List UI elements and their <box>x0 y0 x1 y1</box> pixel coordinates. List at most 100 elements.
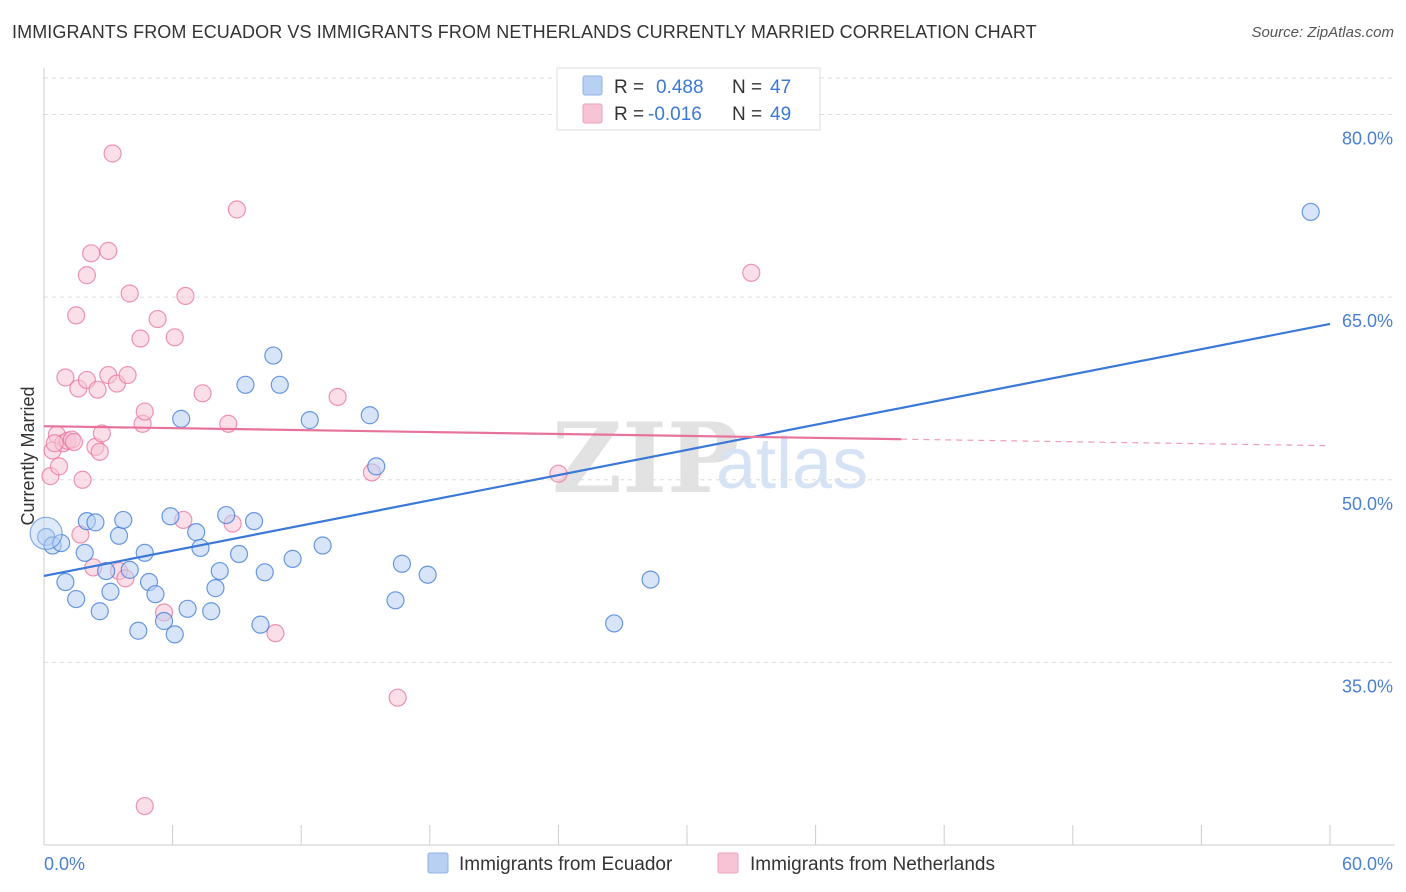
point-ecuador <box>313 536 332 555</box>
stats-legend-r-ecuador: 0.488 <box>656 77 704 98</box>
point-ecuador <box>244 512 264 531</box>
point-netherlands <box>135 402 154 421</box>
point-ecuador-large <box>29 516 63 550</box>
point-netherlands <box>742 263 761 282</box>
point-ecuador <box>154 611 174 631</box>
point-ecuador <box>135 543 154 562</box>
point-netherlands <box>165 328 184 347</box>
point-netherlands <box>328 387 347 407</box>
point-ecuador <box>172 409 191 428</box>
point-ecuador <box>1301 202 1320 222</box>
point-ecuador <box>56 572 75 592</box>
point-ecuador <box>146 585 165 604</box>
point-netherlands <box>176 286 195 306</box>
stats-legend-n-ecuador: 47 <box>770 77 791 98</box>
point-ecuador <box>270 375 289 394</box>
point-ecuador <box>202 602 221 621</box>
stats-legend-r-label-ecuador: R = <box>614 77 644 98</box>
point-ecuador <box>86 513 105 532</box>
stats-legend-r-label-netherlands: R = <box>614 104 644 125</box>
point-ecuador <box>229 544 249 564</box>
point-netherlands <box>227 200 246 219</box>
point-ecuador <box>178 599 197 618</box>
point-netherlands <box>388 688 407 707</box>
point-ecuador <box>187 523 206 542</box>
point-ecuador <box>161 507 180 526</box>
point-netherlands <box>88 380 107 399</box>
point-ecuador <box>255 563 274 582</box>
x-tick-label-max: 60.0% <box>1342 854 1393 874</box>
point-ecuador <box>165 625 184 644</box>
point-netherlands <box>45 434 64 453</box>
point-ecuador <box>120 560 139 579</box>
x-tick-label-min: 0.0% <box>44 854 85 874</box>
stats-legend-swatch-netherlands <box>582 103 603 124</box>
stats-legend-n-netherlands: 49 <box>770 104 791 125</box>
point-netherlands <box>77 266 96 285</box>
chart-source: Source: ZipAtlas.com <box>1251 24 1394 41</box>
point-ecuador <box>52 533 71 553</box>
point-ecuador <box>206 579 225 598</box>
point-netherlands <box>131 329 150 348</box>
legend-swatch-netherlands <box>717 852 739 874</box>
x-tick-labels: 0.0% 60.0% <box>44 854 1393 874</box>
axes <box>43 68 1395 846</box>
legend-swatch-ecuador <box>427 852 449 874</box>
legend-label-ecuador: Immigrants from Ecuador <box>459 854 673 875</box>
trend-line-netherlands <box>43 425 902 441</box>
point-ecuador <box>367 457 386 476</box>
point-netherlands <box>67 306 86 325</box>
stats-legend-n-label-ecuador: N = <box>732 77 762 98</box>
point-ecuador <box>251 615 270 634</box>
point-netherlands <box>64 432 84 452</box>
point-netherlands <box>49 457 69 476</box>
series-ecuador-points <box>29 202 1320 644</box>
point-netherlands <box>103 144 122 163</box>
point-netherlands <box>120 284 139 303</box>
point-netherlands <box>118 365 137 385</box>
gridlines <box>44 77 1395 663</box>
point-ecuador <box>67 589 86 609</box>
stats-legend-r-netherlands: -0.016 <box>648 104 702 125</box>
trend-lines <box>43 322 1331 578</box>
series-legend: Immigrants from Ecuador Immigrants from … <box>427 852 995 875</box>
y-tick-label: 50.0% <box>1342 494 1393 514</box>
point-netherlands <box>56 368 75 387</box>
point-netherlands <box>266 624 285 643</box>
point-netherlands <box>148 309 167 329</box>
y-axis-title: Currently Married <box>18 386 38 525</box>
chart-title: IMMIGRANTS FROM ECUADOR VS IMMIGRANTS FR… <box>12 22 1037 42</box>
series-netherlands-points <box>41 144 761 816</box>
point-ecuador <box>114 510 133 530</box>
point-ecuador <box>75 543 94 562</box>
stats-legend-n-label-netherlands: N = <box>732 104 762 125</box>
legend-label-netherlands: Immigrants from Netherlands <box>750 854 995 875</box>
stats-legend-swatch-ecuador <box>582 75 603 96</box>
point-ecuador <box>236 375 255 394</box>
point-netherlands <box>90 442 109 461</box>
point-ecuador <box>129 621 148 640</box>
y-tick-label: 65.0% <box>1342 311 1393 331</box>
trend-line-netherlands-extrapolated <box>901 438 1331 447</box>
point-ecuador <box>300 411 319 430</box>
point-netherlands <box>92 424 111 443</box>
point-netherlands <box>135 796 154 816</box>
y-tick-label: 35.0% <box>1342 676 1393 696</box>
stats-legend: R = 0.488 N = 47 R = -0.016 N = 49 <box>556 67 821 131</box>
point-ecuador <box>283 549 302 568</box>
point-netherlands <box>99 241 118 260</box>
point-ecuador <box>97 561 116 581</box>
point-ecuador <box>386 591 405 610</box>
point-ecuador <box>101 582 120 601</box>
trend-line-ecuador <box>43 322 1331 578</box>
point-netherlands <box>82 244 101 263</box>
point-ecuador <box>217 505 236 525</box>
point-netherlands <box>193 384 212 403</box>
point-netherlands <box>73 470 92 489</box>
point-ecuador <box>641 570 660 589</box>
point-ecuador <box>90 602 109 621</box>
point-ecuador <box>210 561 229 581</box>
point-ecuador <box>264 346 283 365</box>
